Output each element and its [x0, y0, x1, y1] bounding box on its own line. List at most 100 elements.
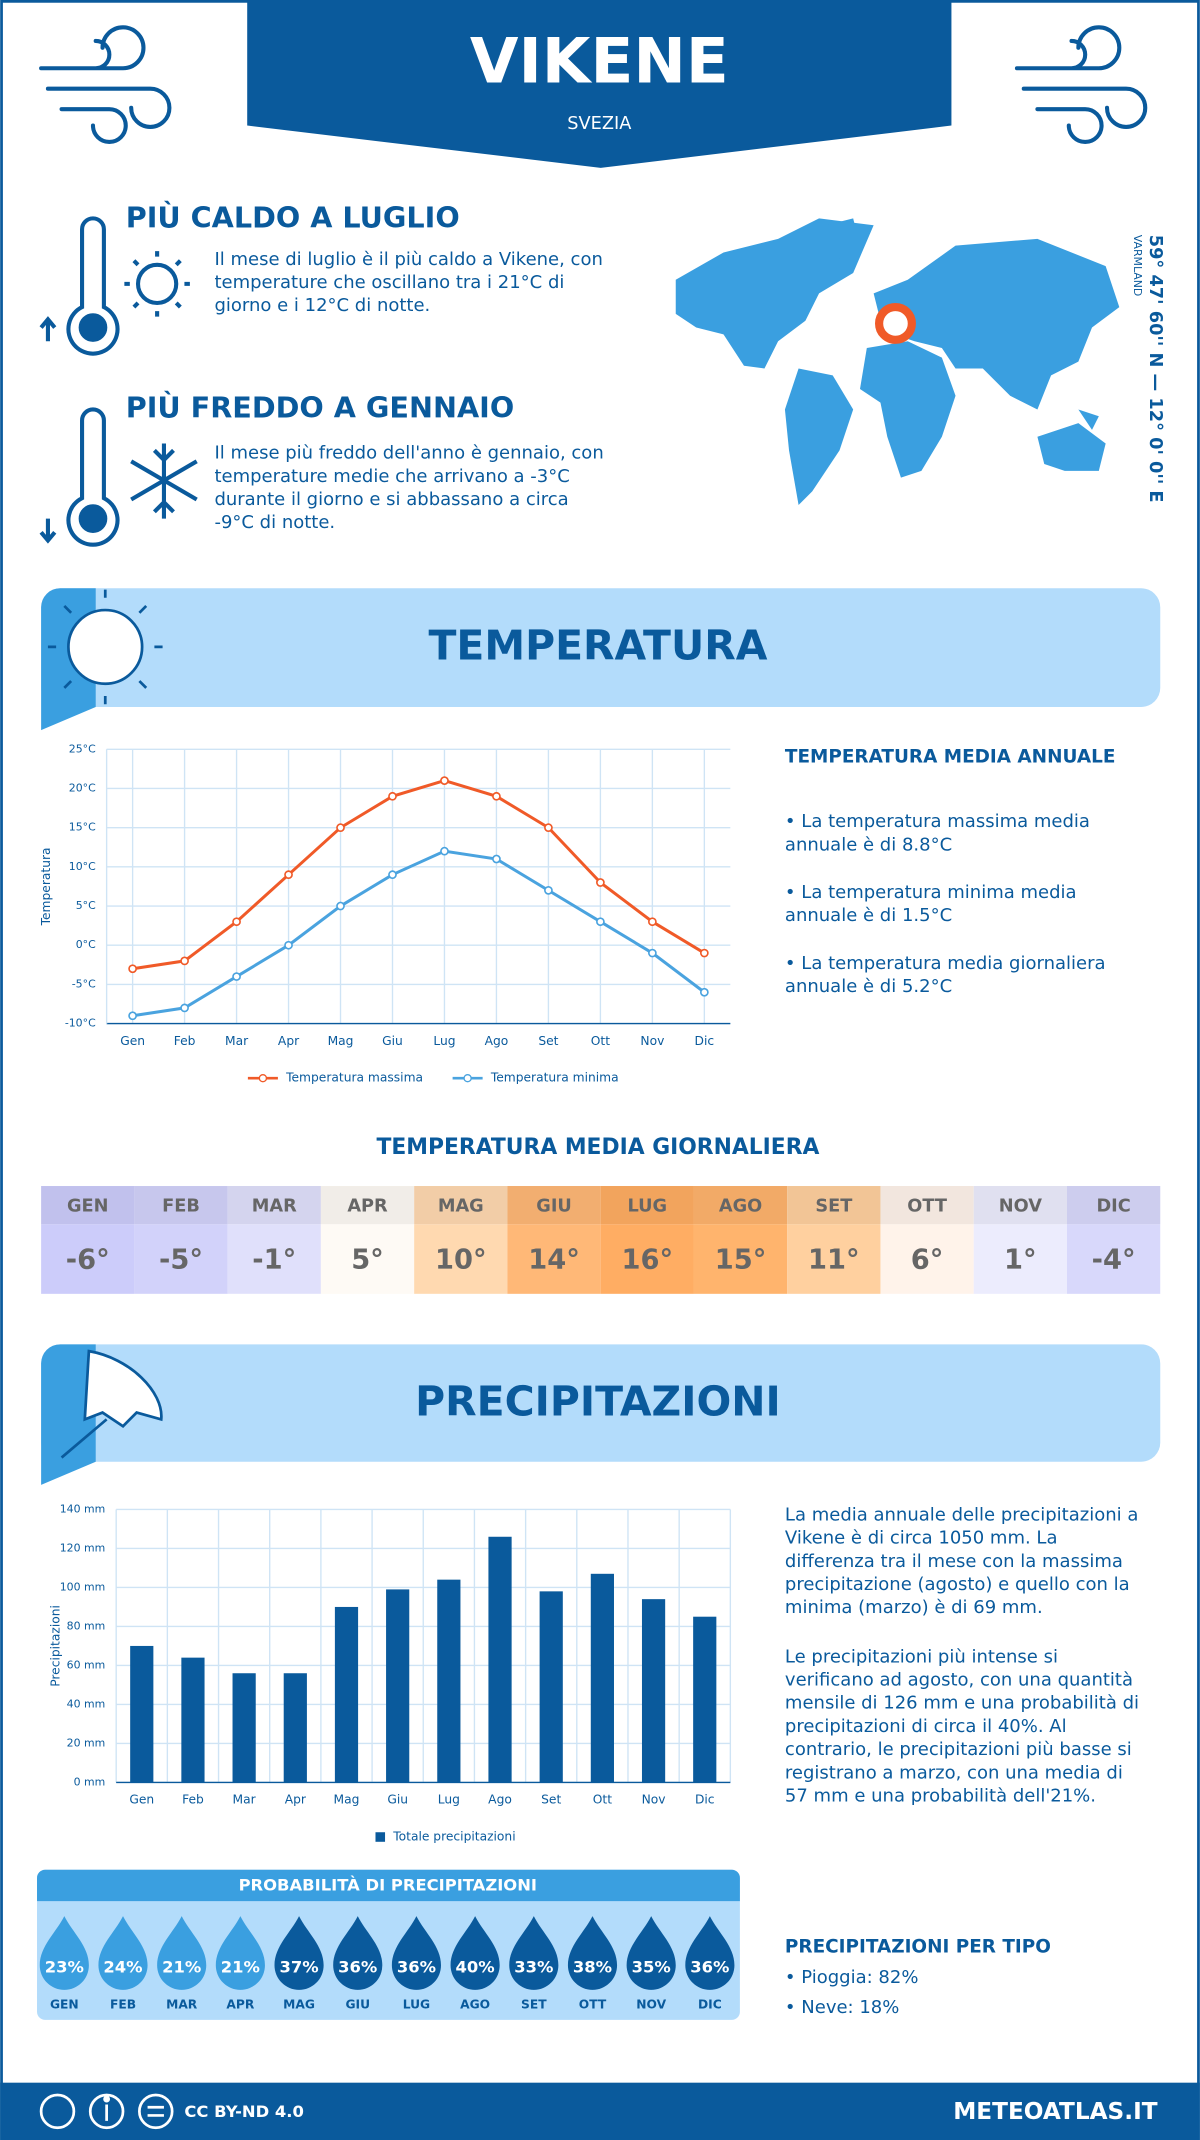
annual-bullet-text: La temperatura massima media annuale è d…: [784, 812, 1090, 856]
daily-value: 10°: [435, 1245, 487, 1276]
highlight-text-box: Il mese di luglio è il più caldo a Viken…: [214, 250, 602, 317]
bar: [130, 1645, 154, 1783]
daily-header-shade: [973, 1186, 1067, 1225]
precipitation-paragraph: La media annuale delle precipitazioni a …: [785, 1504, 1151, 1620]
drop-value: 33%: [514, 1958, 553, 1977]
precipitation-paragraph-text: Le precipitazioni più intense si verific…: [784, 1647, 1140, 1807]
bar: [232, 1673, 256, 1783]
y-tick-label: 15°C: [69, 821, 96, 834]
drop: [450, 1916, 500, 1990]
daily-header-cell: [973, 1186, 1067, 1225]
y-tick-label: -10°C: [65, 1017, 96, 1030]
drop: [39, 1916, 89, 1990]
highlight-text-text: Il mese più freddo dell'anno è gennaio, …: [214, 443, 604, 534]
point: [492, 854, 501, 864]
site: METEOATLAS.IT: [953, 2098, 1157, 2125]
daily-month: SET: [815, 1196, 852, 1216]
section-title: TEMPERATURA: [428, 621, 767, 669]
y-tick-label: 25°C: [69, 742, 96, 755]
daily-month: AGO: [719, 1196, 762, 1216]
drop-month: APR: [226, 1997, 254, 2011]
bar: [283, 1673, 307, 1783]
bar: [693, 1616, 717, 1783]
drop-value: 35%: [632, 1958, 671, 1977]
x-tick-label: Set: [541, 1793, 561, 1807]
x-tick-label: Feb: [174, 1034, 196, 1048]
drop-month: LUG: [403, 1997, 430, 2011]
x-tick-label: Ago: [488, 1793, 512, 1807]
annual-title: TEMPERATURA MEDIA ANNUALE: [785, 746, 1115, 767]
y-tick-label: 140 mm: [60, 1502, 106, 1515]
point: [596, 917, 605, 927]
drop-month: GEN: [50, 1997, 79, 2011]
daily-month: MAR: [252, 1196, 297, 1216]
y-tick-label: 80 mm: [67, 1619, 106, 1632]
bar: [386, 1589, 410, 1783]
daily-value: 1°: [1004, 1245, 1037, 1276]
drop-month: NOV: [636, 1997, 666, 2011]
drop-month: OTT: [579, 1997, 607, 2011]
point: [284, 870, 293, 880]
daily-cell: [414, 1224, 508, 1294]
y-tick-label: 10°C: [69, 860, 96, 873]
point: [180, 956, 189, 966]
sun-icon: [47, 589, 163, 705]
x-tick-label: Ott: [593, 1793, 612, 1807]
daily-header-shade: [693, 1186, 788, 1225]
highlight-text: Il mese più freddo dell'anno è gennaio, …: [214, 442, 610, 535]
x-tick-label: Gen: [129, 1793, 154, 1807]
daily-month: APR: [347, 1196, 388, 1216]
daily-value: -1°: [252, 1245, 296, 1276]
region: VARMLAND: [1131, 235, 1144, 297]
drop-value: 21%: [162, 1958, 201, 1977]
point: [128, 964, 137, 974]
daily-value: 11°: [808, 1245, 860, 1276]
daily-value: -4°: [1092, 1245, 1136, 1276]
daily-header-cell: [787, 1186, 881, 1225]
bar: [641, 1599, 666, 1783]
x-tick-label: Mar: [225, 1034, 249, 1048]
point: [648, 948, 657, 958]
y-tick-label: 100 mm: [60, 1580, 106, 1593]
y-tick-label: 5°C: [76, 899, 96, 912]
drop: [157, 1916, 207, 1990]
drop-value: 36%: [338, 1958, 377, 1977]
drop-value: 36%: [397, 1958, 436, 1977]
license: CC BY-ND 4.0: [184, 2102, 303, 2121]
drop-value: 40%: [456, 1958, 495, 1977]
daily-header-shade: [507, 1186, 601, 1225]
precipitation-type-text: Pioggia: 82%: [801, 1968, 919, 1989]
x-tick-label: Apr: [278, 1034, 300, 1048]
header-band: [247, 0, 952, 168]
daily-header-cell: [880, 1186, 974, 1225]
title: VIKENE: [470, 25, 729, 98]
daily-header-cell: [507, 1186, 601, 1225]
drop-month: SET: [521, 1997, 547, 2011]
daily-header-shade: [320, 1186, 415, 1225]
drop-value: 36%: [690, 1958, 729, 1977]
highlight-text-box: Il mese più freddo dell'anno è gennaio, …: [214, 442, 610, 535]
annual-bullet-text: La temperatura media giornaliera annuale…: [784, 953, 1106, 998]
daily-value: -5°: [159, 1245, 203, 1276]
daily-cell: [134, 1224, 228, 1294]
daily-month: GIU: [536, 1196, 572, 1216]
point: [388, 870, 397, 880]
drop: [215, 1916, 265, 1990]
y-tick-label: 40 mm: [67, 1697, 106, 1710]
daily-cell: [787, 1224, 881, 1294]
x-tick-label: Gen: [120, 1034, 145, 1048]
point: [180, 1003, 189, 1013]
drop: [685, 1916, 735, 1990]
point: [699, 987, 709, 997]
bar: [488, 1536, 512, 1783]
daily-header-shade: [600, 1186, 694, 1225]
highlight-title: PIÙ CALDO A LUGLIO: [126, 201, 460, 235]
series-line: [132, 779, 706, 971]
daily-month: DIC: [1096, 1196, 1130, 1216]
daily-value: 5°: [351, 1245, 384, 1276]
drop-month: GIU: [345, 1997, 370, 2011]
drop-month: MAG: [283, 1997, 315, 2011]
daily-title: TEMPERATURA MEDIA GIORNALIERA: [376, 1135, 819, 1160]
legend-swatch: [375, 1832, 386, 1842]
